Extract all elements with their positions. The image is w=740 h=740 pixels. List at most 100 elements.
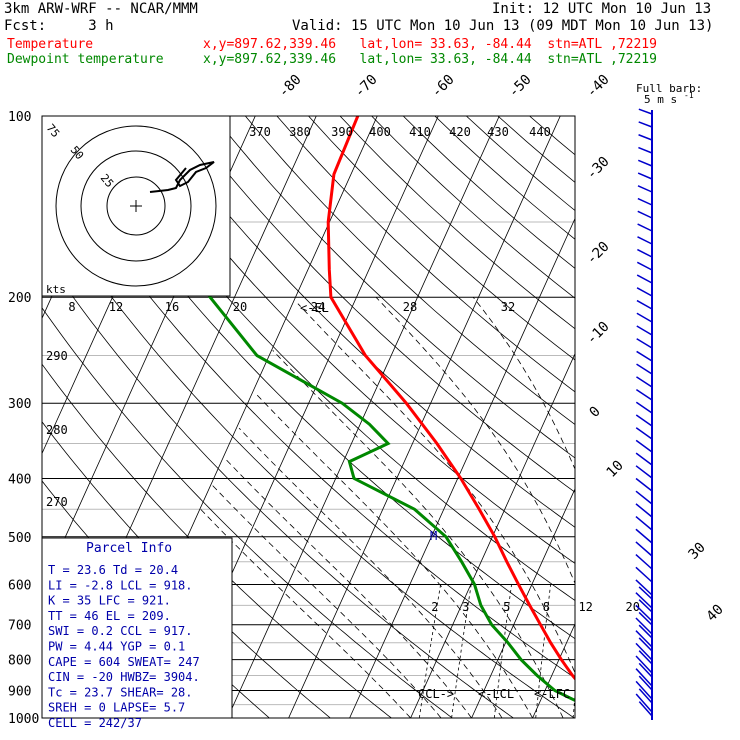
- speed-scale-label: 20: [233, 300, 247, 314]
- parcel-info-row: K = 35 LFC = 921.: [48, 594, 171, 608]
- dry-adiabat: [42, 197, 575, 718]
- dry-adiabat: [244, 116, 575, 425]
- isotherm-label: -10: [584, 319, 613, 348]
- el-marker: <-EL: [300, 301, 329, 315]
- theta-side-label: 290: [46, 349, 68, 363]
- isotherm-label: -50: [506, 72, 535, 101]
- wind-barb: [637, 236, 653, 245]
- isotherm-label: -60: [429, 72, 458, 101]
- wind-barb: [635, 655, 653, 674]
- theta-label: 430: [487, 125, 509, 139]
- wind-barb: [635, 592, 653, 609]
- parcel-info-row: Tc = 23.7 SHEAR= 28.: [48, 685, 193, 699]
- wind-barb: [638, 599, 653, 613]
- pressure-tick-label: 200: [8, 291, 31, 306]
- mixing-ratio-label: 8: [543, 600, 550, 614]
- speed-scale-label: 24: [311, 300, 325, 314]
- wind-barb: [637, 248, 653, 258]
- moist-adiabat: [200, 508, 411, 718]
- model-name: 3km ARW-WRF -- NCAR/MMM: [4, 1, 198, 17]
- theta-label: 380: [289, 125, 311, 139]
- wind-barb: [638, 701, 653, 717]
- init-time: Init: 12 UTC Mon 10 Jun 13: [492, 1, 712, 17]
- wind-barb: [635, 554, 653, 570]
- parcel-info-row: T = 23.6 Td = 20.4: [48, 563, 178, 577]
- wind-barb: [636, 338, 653, 349]
- hodograph-ring: [55, 125, 217, 287]
- moist-adiabat: [224, 457, 472, 718]
- isotherm: [288, 116, 561, 718]
- parcel-info-row: CELL = 242/37: [48, 716, 142, 730]
- wind-barb: [636, 376, 653, 388]
- pressure-tick-label: 900: [8, 684, 31, 699]
- wind-barb: [637, 223, 653, 232]
- dry-adiabat: [276, 116, 575, 393]
- wind-barb: [638, 624, 653, 639]
- pressure-tick-label: 700: [8, 619, 31, 634]
- dry-adiabat: [213, 116, 575, 459]
- lcl-marker: <-LCL: [478, 687, 514, 701]
- parcel-info-frame: [41, 537, 233, 719]
- parcel-info-row: LI = -2.8 LCL = 918.: [48, 578, 193, 592]
- mixing-ratio-line: [451, 584, 472, 718]
- wind-barb: [635, 579, 653, 596]
- mixing-ratio-label: 3: [462, 600, 469, 614]
- isotherm-label: -70: [352, 72, 381, 101]
- dry-adiabat: [497, 116, 575, 183]
- dry-adiabat: [87, 116, 575, 602]
- pressure-tick-label: 300: [8, 397, 31, 412]
- ccl-marker: CCL->: [418, 687, 454, 701]
- wind-barb: [638, 688, 653, 704]
- moist-adiabat: [256, 394, 533, 718]
- wind-barb: [636, 312, 653, 323]
- moist-adiabat: [211, 484, 442, 718]
- moist-adiabat: [472, 296, 575, 471]
- wind-barb: [637, 185, 653, 193]
- theta-label: 440: [529, 125, 551, 139]
- mixing-ratio-label: 2: [431, 600, 438, 614]
- isotherm-label: -40: [584, 72, 613, 101]
- wind-barb: [635, 693, 653, 713]
- theta-side-label: 270: [46, 495, 68, 509]
- isotherm-label: -30: [584, 154, 613, 183]
- isotherm-label: -20: [584, 239, 613, 268]
- parcel-info-title: Parcel Info: [86, 541, 172, 556]
- parcel-info-row: SWI = 0.2 CCL = 917.: [48, 624, 193, 638]
- barb-key-label: Full barb:: [636, 82, 702, 95]
- moist-adiabat: [297, 303, 575, 674]
- speed-scale-label: 28: [403, 300, 417, 314]
- wind-barb: [637, 197, 653, 206]
- isotherm: [655, 116, 740, 718]
- parcel-info-row: TT = 46 EL = 209.: [48, 609, 171, 623]
- wind-barb: [635, 452, 653, 466]
- wind-barb: [636, 363, 653, 375]
- theta-side-label: 280: [46, 423, 68, 437]
- isotherm: [349, 217, 575, 718]
- theta-label: 370: [249, 125, 271, 139]
- wind-barb: [638, 586, 653, 600]
- wind-barb: [638, 675, 653, 691]
- wind-barb: [635, 477, 653, 492]
- wind-barb: [636, 287, 653, 297]
- wind-barb: [636, 274, 653, 284]
- wind-barb: [635, 414, 653, 427]
- wind-barbs: [635, 108, 653, 720]
- pressure-tick-label: 1000: [8, 712, 39, 727]
- wind-barb: [635, 617, 653, 635]
- wind-barb: [635, 465, 653, 479]
- plot-frame: [41, 115, 576, 719]
- mixing-ratio-label: 20: [625, 600, 639, 614]
- wind-barb: [635, 401, 653, 414]
- wind-barb: [638, 146, 653, 154]
- wind-barb: [638, 662, 653, 678]
- mixing-ratio-label: 5: [503, 600, 510, 614]
- dewpoint-info: x,y=897.62,339.46 lat,lon= 33.63, -84.44…: [203, 52, 657, 67]
- hodograph-ring: [80, 150, 192, 262]
- wind-barb: [635, 630, 653, 648]
- isotherm: [594, 116, 740, 718]
- valid-time: Valid: 15 UTC Mon 10 Jun 13 (09 MDT Mon …: [292, 18, 714, 34]
- dry-adiabat: [181, 116, 575, 493]
- dry-adiabat: [42, 251, 514, 718]
- wind-barb: [635, 680, 653, 700]
- wind-barb: [636, 299, 653, 310]
